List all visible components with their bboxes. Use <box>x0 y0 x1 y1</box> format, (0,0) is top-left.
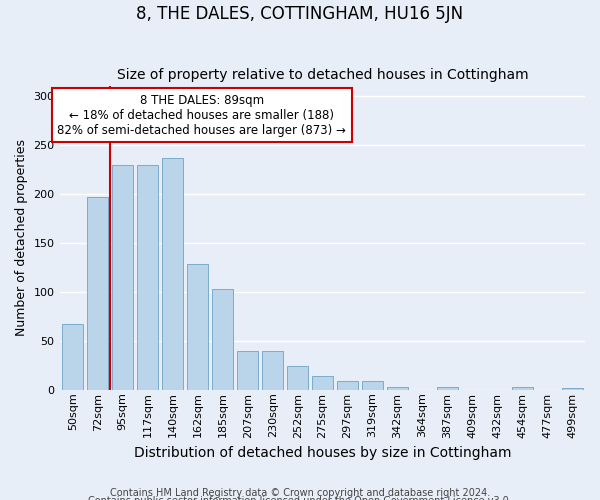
Title: Size of property relative to detached houses in Cottingham: Size of property relative to detached ho… <box>117 68 529 82</box>
Bar <box>237 350 258 390</box>
Bar <box>262 350 283 390</box>
Bar <box>562 388 583 390</box>
Bar <box>362 381 383 390</box>
X-axis label: Distribution of detached houses by size in Cottingham: Distribution of detached houses by size … <box>134 446 511 460</box>
Bar <box>137 166 158 390</box>
Bar <box>162 158 184 390</box>
Bar <box>512 387 533 390</box>
Bar <box>187 264 208 390</box>
Bar <box>212 289 233 390</box>
Bar <box>287 366 308 390</box>
Text: Contains HM Land Registry data © Crown copyright and database right 2024.: Contains HM Land Registry data © Crown c… <box>110 488 490 498</box>
Bar <box>112 166 133 390</box>
Bar <box>62 324 83 390</box>
Bar <box>337 381 358 390</box>
Text: 8 THE DALES: 89sqm
← 18% of detached houses are smaller (188)
82% of semi-detach: 8 THE DALES: 89sqm ← 18% of detached hou… <box>58 94 346 136</box>
Bar <box>387 387 408 390</box>
Bar <box>312 376 333 390</box>
Text: 8, THE DALES, COTTINGHAM, HU16 5JN: 8, THE DALES, COTTINGHAM, HU16 5JN <box>136 5 464 23</box>
Y-axis label: Number of detached properties: Number of detached properties <box>15 140 28 336</box>
Bar <box>87 196 109 390</box>
Bar <box>437 387 458 390</box>
Text: Contains public sector information licensed under the Open Government Licence v3: Contains public sector information licen… <box>88 496 512 500</box>
